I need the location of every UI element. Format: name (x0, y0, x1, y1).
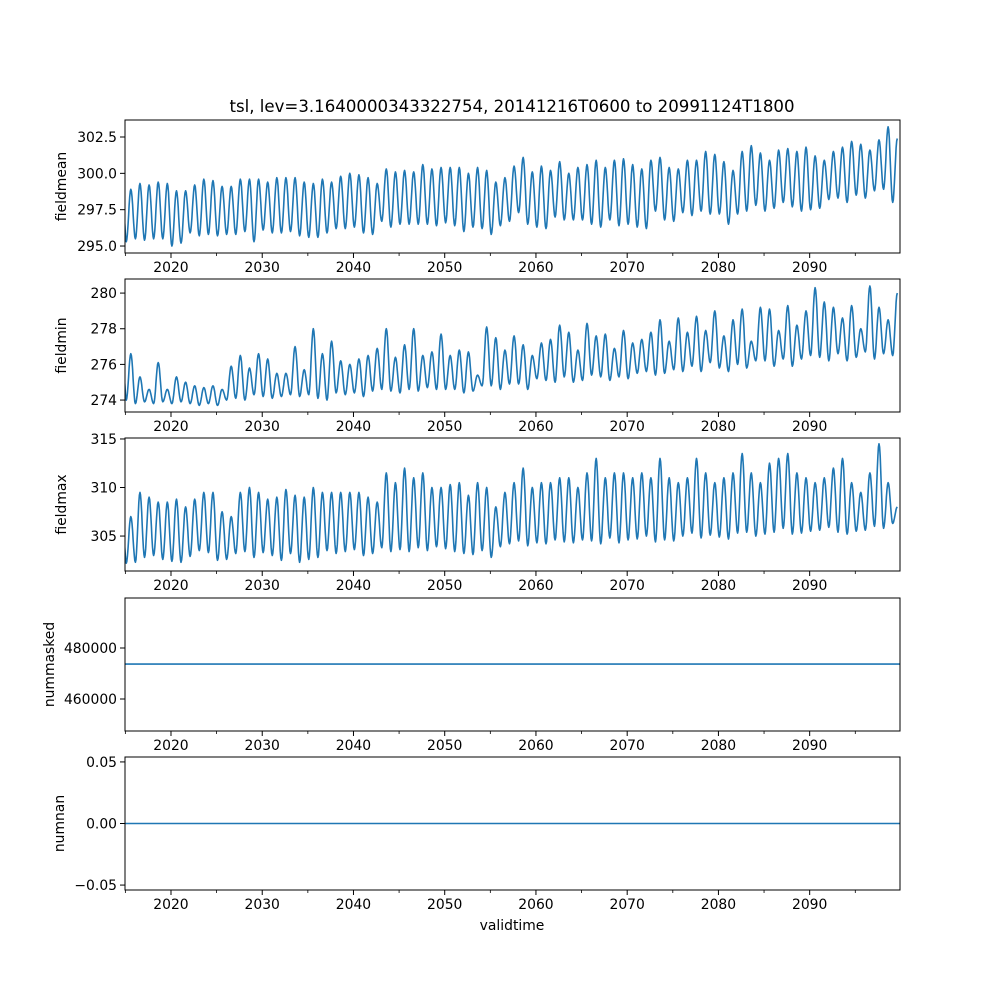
y-tick-label: 460000 (64, 692, 117, 708)
x-tick-label: 2040 (336, 897, 371, 913)
x-tick-label: 2050 (427, 897, 462, 913)
axes-frame (124, 119, 901, 254)
y-tick-label: 276 (90, 357, 117, 373)
x-tick-label: 2020 (153, 578, 188, 594)
x-tick-label: 2060 (518, 738, 553, 754)
y-tick-label: 315 (90, 432, 117, 448)
x-tick-label: 2080 (701, 897, 736, 913)
x-tick-label: 2040 (336, 578, 371, 594)
x-tick-label: 2070 (610, 897, 645, 913)
x-tick-label: 2020 (153, 738, 188, 754)
y-tick-label: 297.5 (77, 203, 117, 219)
x-tick-label: 2060 (518, 419, 553, 435)
y-tick-label: 302.5 (77, 130, 117, 146)
x-tick-label: 2070 (610, 419, 645, 435)
y-axis-label-numnan: numnan (52, 795, 68, 852)
series-line-fieldmean (125, 126, 899, 247)
y-tick-label: 295.0 (77, 239, 117, 255)
x-tick-label: 2020 (153, 260, 188, 276)
y-tick-label: 278 (90, 322, 117, 338)
y-tick-label: 305 (90, 529, 117, 545)
subplot-fieldmin: 2020 2030 2040 2050 2060 2070 2080 2090 274 276 27… (54, 278, 901, 435)
subplot-nummasked: 2020 2030 2040 2050 2060 2070 2080 2090 460000 48… (42, 597, 901, 754)
subplots: 2020 2030 2040 2050 2060 2070 2080 2090 295.0 297… (42, 119, 901, 913)
x-tick-label: 2050 (427, 419, 462, 435)
y-tick-label: 310 (90, 481, 117, 497)
y-tick-label: 480000 (64, 641, 117, 657)
y-axis-label-fieldmax: fieldmax (54, 474, 70, 534)
x-tick-label: 2060 (518, 578, 553, 594)
y-tick-label: 274 (90, 393, 117, 409)
x-tick-label: 2030 (245, 897, 280, 913)
x-tick-label: 2030 (245, 578, 280, 594)
x-tick-label: 2090 (792, 260, 827, 276)
x-tick-label: 2060 (518, 260, 553, 276)
subplot-fieldmax: 2020 2030 2040 2050 2060 2070 2080 2090 305 310 31… (54, 432, 901, 594)
series-line-fieldmin (125, 285, 899, 407)
subplot-numnan: 2020 2030 2040 2050 2060 2070 2080 2090 −0.05 0.0… (52, 755, 901, 913)
axes-frame (124, 597, 901, 732)
chart-title: tsl, lev=3.1640000343322754, 20141216T06… (229, 97, 794, 116)
x-tick-label: 2040 (336, 738, 371, 754)
axes-frame (124, 278, 901, 413)
x-tick-label: 2050 (427, 260, 462, 276)
y-tick-label: 0.00 (86, 817, 117, 833)
x-tick-label: 2080 (701, 419, 736, 435)
x-tick-label: 2080 (701, 260, 736, 276)
x-tick-label: 2070 (610, 738, 645, 754)
x-tick-label: 2050 (427, 738, 462, 754)
y-tick-label: −0.05 (74, 878, 117, 894)
y-axis-label-fieldmin: fieldmin (54, 317, 70, 373)
x-tick-label: 2050 (427, 578, 462, 594)
y-tick-label: 0.05 (86, 755, 117, 771)
x-tick-label: 2090 (792, 738, 827, 754)
x-tick-label: 2040 (336, 419, 371, 435)
series-line-fieldmax (125, 443, 898, 564)
x-tick-label: 2080 (701, 738, 736, 754)
x-tick-label: 2040 (336, 260, 371, 276)
x-tick-label: 2090 (792, 897, 827, 913)
y-axis-label-fieldmean: fieldmean (54, 152, 70, 221)
x-tick-label: 2090 (792, 419, 827, 435)
axes-frame (124, 437, 901, 572)
x-tick-label: 2030 (245, 738, 280, 754)
x-tick-label: 2020 (153, 897, 188, 913)
x-tick-label: 2070 (610, 578, 645, 594)
y-tick-label: 280 (90, 286, 117, 302)
x-tick-label: 2030 (245, 419, 280, 435)
y-tick-label: 300.0 (77, 166, 117, 182)
x-axis-label: validtime (480, 918, 545, 934)
x-tick-label: 2070 (610, 260, 645, 276)
x-tick-label: 2030 (245, 260, 280, 276)
y-axis-label-nummasked: nummasked (42, 622, 58, 707)
subplot-fieldmean: 2020 2030 2040 2050 2060 2070 2080 2090 295.0 297… (54, 119, 901, 276)
x-tick-label: 2060 (518, 897, 553, 913)
x-tick-label: 2020 (153, 419, 188, 435)
x-tick-label: 2080 (701, 578, 736, 594)
x-tick-label: 2090 (792, 578, 827, 594)
